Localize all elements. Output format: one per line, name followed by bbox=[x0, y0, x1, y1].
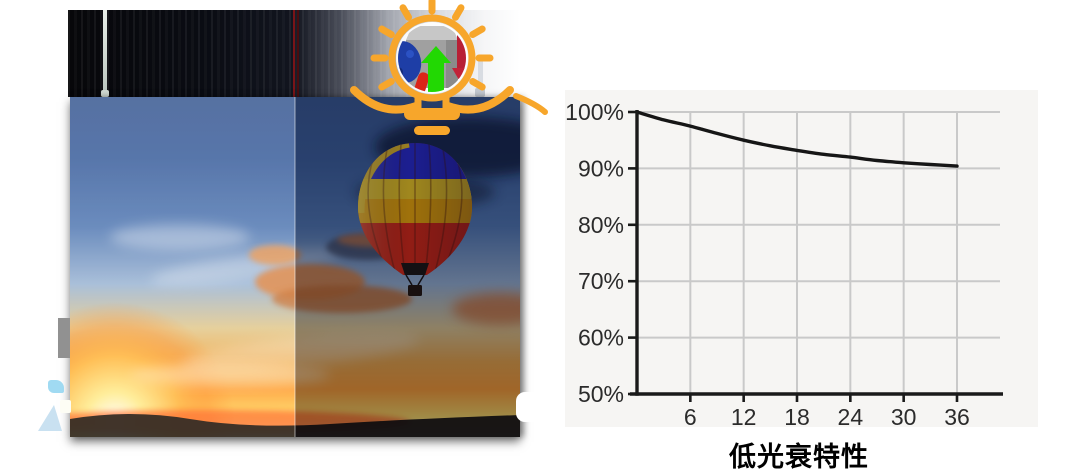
y-tick-label: 100% bbox=[565, 99, 624, 125]
left-half-bright-overlay bbox=[70, 97, 295, 437]
band-red-stripe-dark bbox=[297, 10, 299, 97]
chart-background bbox=[565, 90, 1038, 427]
x-tick-label: 18 bbox=[784, 404, 810, 430]
y-tick-label: 70% bbox=[578, 268, 624, 294]
edge-fragment-white bbox=[60, 400, 71, 413]
x-tick-label: 6 bbox=[684, 404, 697, 430]
bulb-base-bar bbox=[404, 108, 460, 120]
bulb-rays bbox=[350, 0, 548, 115]
x-tick-label: 12 bbox=[731, 404, 757, 430]
white-blob-shape bbox=[516, 392, 549, 422]
horizon-silhouette bbox=[70, 414, 520, 437]
y-tick-label: 50% bbox=[578, 381, 624, 407]
hanging-cable-right bbox=[478, 55, 483, 97]
right-half-dark-overlay bbox=[295, 97, 520, 437]
hanging-cable-right-connector bbox=[475, 88, 485, 97]
x-tick-label: 36 bbox=[944, 404, 970, 430]
chart-caption: 低光衰特性 bbox=[729, 442, 869, 473]
retention-curve bbox=[635, 110, 959, 168]
bulb-inner-graphics bbox=[398, 26, 466, 92]
low-light-decay-bulb-icon bbox=[350, 0, 548, 135]
led-screen-balloon-photo bbox=[70, 97, 520, 437]
bulb-outline bbox=[388, 14, 476, 102]
hot-air-balloon bbox=[358, 143, 472, 296]
x-tick-label: 24 bbox=[838, 404, 864, 430]
y-tick-label: 60% bbox=[578, 325, 624, 351]
page: { "hero": { "colors": { "bulb_orange": "… bbox=[38, 0, 1038, 473]
x-tick-label: 30 bbox=[891, 404, 917, 430]
balloon-throat bbox=[401, 263, 429, 275]
red-down-arrow-shaft bbox=[457, 34, 466, 70]
bulb-base-tip bbox=[414, 126, 450, 135]
hanging-cable-left bbox=[103, 10, 107, 97]
band-red-stripe bbox=[293, 10, 295, 97]
balloon-basket bbox=[408, 285, 422, 296]
green-up-arrow bbox=[421, 46, 451, 92]
decay-chart: 100% 90% 80% 70% 60% 50% 6 12 18 24 30 36 低光衰特性 bbox=[560, 88, 1038, 473]
edge-fragment-blue-triangle bbox=[38, 405, 62, 431]
y-tick-label: 90% bbox=[578, 155, 624, 181]
balloon-sunset-scene bbox=[70, 97, 520, 437]
edge-fragment-gray bbox=[58, 318, 70, 358]
brightness-split-line bbox=[294, 97, 296, 437]
luminance-retention-line-chart: 100% 90% 80% 70% 60% 50% 6 12 18 24 30 36 bbox=[565, 99, 1003, 430]
y-tick-label: 80% bbox=[578, 212, 624, 238]
edge-fragment-blue bbox=[48, 380, 64, 393]
hanging-cable-left-connector bbox=[101, 90, 109, 97]
